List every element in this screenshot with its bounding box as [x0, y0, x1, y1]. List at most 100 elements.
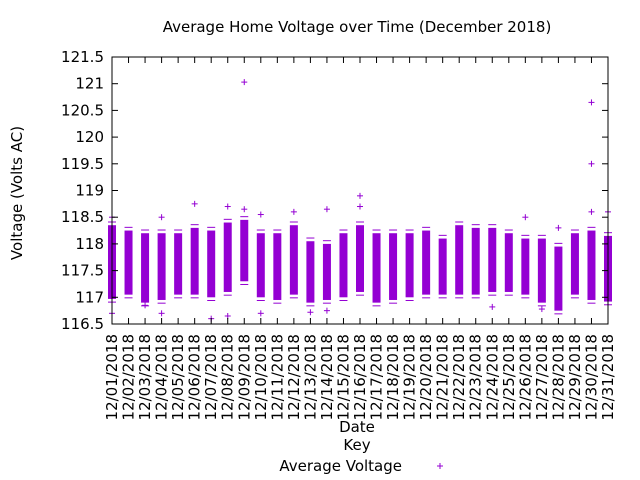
day-cluster — [240, 216, 249, 285]
x-tick-label: 12/10/2018 — [252, 334, 270, 420]
day-cluster — [306, 237, 315, 307]
data-point — [290, 208, 297, 215]
x-tick-label: 12/04/2018 — [153, 334, 171, 420]
data-point — [158, 214, 165, 221]
y-axis-ticks: 116.5 117 117.5 118 118.5 119 119.5 120 120.5 121… — [61, 48, 608, 333]
day-cluster — [570, 229, 579, 299]
y-tick-label: 117.5 — [61, 262, 104, 280]
data-point — [142, 302, 149, 309]
day-cluster — [190, 224, 199, 299]
legend-plus-marker — [437, 463, 443, 469]
data-point — [588, 208, 595, 215]
day-cluster — [356, 221, 364, 296]
plot-area — [108, 56, 612, 325]
day-cluster — [339, 229, 348, 302]
x-tick-label: 12/19/2018 — [401, 334, 419, 420]
x-tick-label: 12/31/2018 — [599, 334, 617, 420]
day-cluster — [141, 229, 150, 307]
day-cluster — [174, 229, 183, 299]
y-tick-label: 119.5 — [61, 155, 104, 173]
data-point — [191, 200, 198, 207]
y-tick-label: 120 — [75, 128, 104, 146]
x-tick-label: 12/11/2018 — [268, 334, 286, 420]
x-tick-label: 12/24/2018 — [483, 334, 501, 420]
y-tick-label: 121.5 — [61, 48, 104, 66]
x-tick-label: 12/15/2018 — [334, 334, 352, 420]
day-cluster — [223, 218, 232, 296]
data-point — [241, 79, 248, 86]
day-cluster — [537, 234, 546, 307]
data-point — [224, 203, 231, 210]
legend: Average Voltage — [279, 457, 443, 475]
x-tick-label: 12/05/2018 — [169, 334, 187, 420]
x-tick-label: 12/16/2018 — [351, 334, 369, 420]
data-point — [357, 192, 363, 199]
legend-title: Key — [343, 436, 370, 454]
y-tick-label: 118.5 — [61, 208, 104, 226]
day-cluster — [372, 229, 381, 307]
x-tick-label: 12/21/2018 — [434, 334, 452, 420]
data-point — [323, 307, 330, 314]
y-tick-label: 119 — [75, 182, 104, 200]
x-tick-label: 12/17/2018 — [368, 334, 386, 420]
x-tick-label: 12/26/2018 — [516, 334, 534, 420]
data-point — [588, 160, 595, 167]
x-tick-label: 12/22/2018 — [450, 334, 468, 420]
data-point — [257, 310, 264, 317]
x-tick-label: 12/13/2018 — [301, 334, 319, 420]
day-cluster — [124, 226, 133, 299]
x-axis-label: Date — [339, 418, 375, 436]
day-cluster — [256, 229, 265, 302]
y-tick-label: 121 — [75, 75, 104, 93]
x-tick-label: 12/12/2018 — [285, 334, 303, 420]
data-point — [489, 303, 496, 310]
x-tick-label: 12/02/2018 — [120, 334, 138, 420]
x-tick-label: 12/08/2018 — [219, 334, 237, 420]
day-cluster — [389, 229, 398, 304]
legend-label: Average Voltage — [279, 457, 402, 475]
day-cluster — [157, 229, 166, 304]
data-point — [224, 312, 231, 319]
day-cluster — [273, 229, 282, 304]
data-point — [158, 310, 165, 317]
day-cluster — [405, 229, 414, 302]
x-tick-label: 12/28/2018 — [549, 334, 567, 420]
day-cluster — [322, 240, 331, 304]
y-tick-label: 120.5 — [61, 101, 104, 119]
data-point — [538, 306, 545, 313]
day-cluster — [207, 226, 216, 302]
day-cluster — [504, 229, 513, 296]
legend-marker — [437, 463, 443, 469]
data-point — [588, 99, 595, 106]
data-point — [307, 309, 314, 316]
day-cluster — [455, 221, 464, 299]
x-tick-label: 12/25/2018 — [500, 334, 518, 420]
data-point — [522, 214, 529, 221]
x-tick-label: 12/18/2018 — [384, 334, 402, 420]
y-tick-label: 117 — [75, 288, 104, 306]
x-tick-label: 12/30/2018 — [582, 334, 600, 420]
x-tick-label: 12/09/2018 — [235, 334, 253, 420]
x-tick-label: 12/07/2018 — [202, 334, 220, 420]
x-tick-label: 12/20/2018 — [417, 334, 435, 420]
day-cluster — [554, 242, 563, 315]
data-point — [257, 211, 264, 218]
day-cluster — [422, 226, 431, 299]
x-tick-label: 12/27/2018 — [533, 334, 551, 420]
data-point — [555, 224, 562, 231]
x-tick-label: 12/01/2018 — [103, 334, 121, 420]
x-axis-ticks: 12/01/201812/02/201812/03/201812/04/2018… — [103, 57, 617, 420]
day-cluster — [488, 224, 497, 296]
data-point — [323, 206, 330, 213]
day-cluster — [438, 234, 447, 299]
x-tick-label: 12/23/2018 — [467, 334, 485, 420]
data-point — [357, 203, 363, 210]
day-cluster — [521, 234, 530, 299]
data-point — [241, 206, 248, 213]
x-tick-label: 12/03/2018 — [136, 334, 154, 420]
y-tick-label: 116.5 — [61, 315, 104, 333]
y-axis-label: Voltage (Volts AC) — [8, 126, 26, 260]
chart-title: Average Home Voltage over Time (December… — [163, 18, 552, 36]
x-tick-label: 12/06/2018 — [186, 334, 204, 420]
